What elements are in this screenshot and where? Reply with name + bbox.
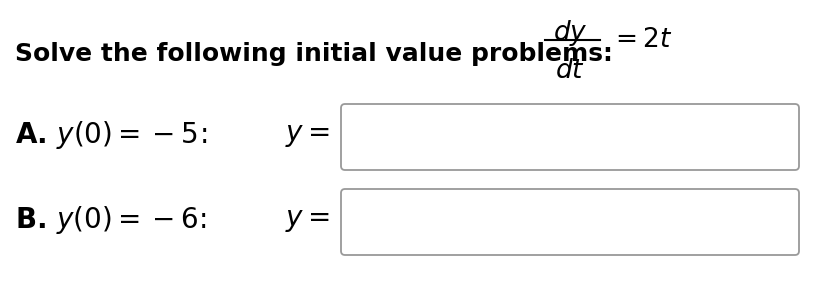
Text: A. $y(0) = -5\!:$: A. $y(0) = -5\!:$	[15, 119, 208, 151]
FancyBboxPatch shape	[341, 189, 799, 255]
Text: $y =$: $y =$	[285, 121, 330, 149]
Text: $dy$: $dy$	[553, 18, 588, 48]
Text: $dt$: $dt$	[555, 58, 585, 84]
Text: B. $y(0) = -6\!:$: B. $y(0) = -6\!:$	[15, 204, 207, 236]
FancyBboxPatch shape	[341, 104, 799, 170]
Text: Solve the following initial value problems:: Solve the following initial value proble…	[15, 42, 613, 66]
Text: $= 2t$: $= 2t$	[610, 27, 672, 53]
Text: $y =$: $y =$	[285, 206, 330, 234]
